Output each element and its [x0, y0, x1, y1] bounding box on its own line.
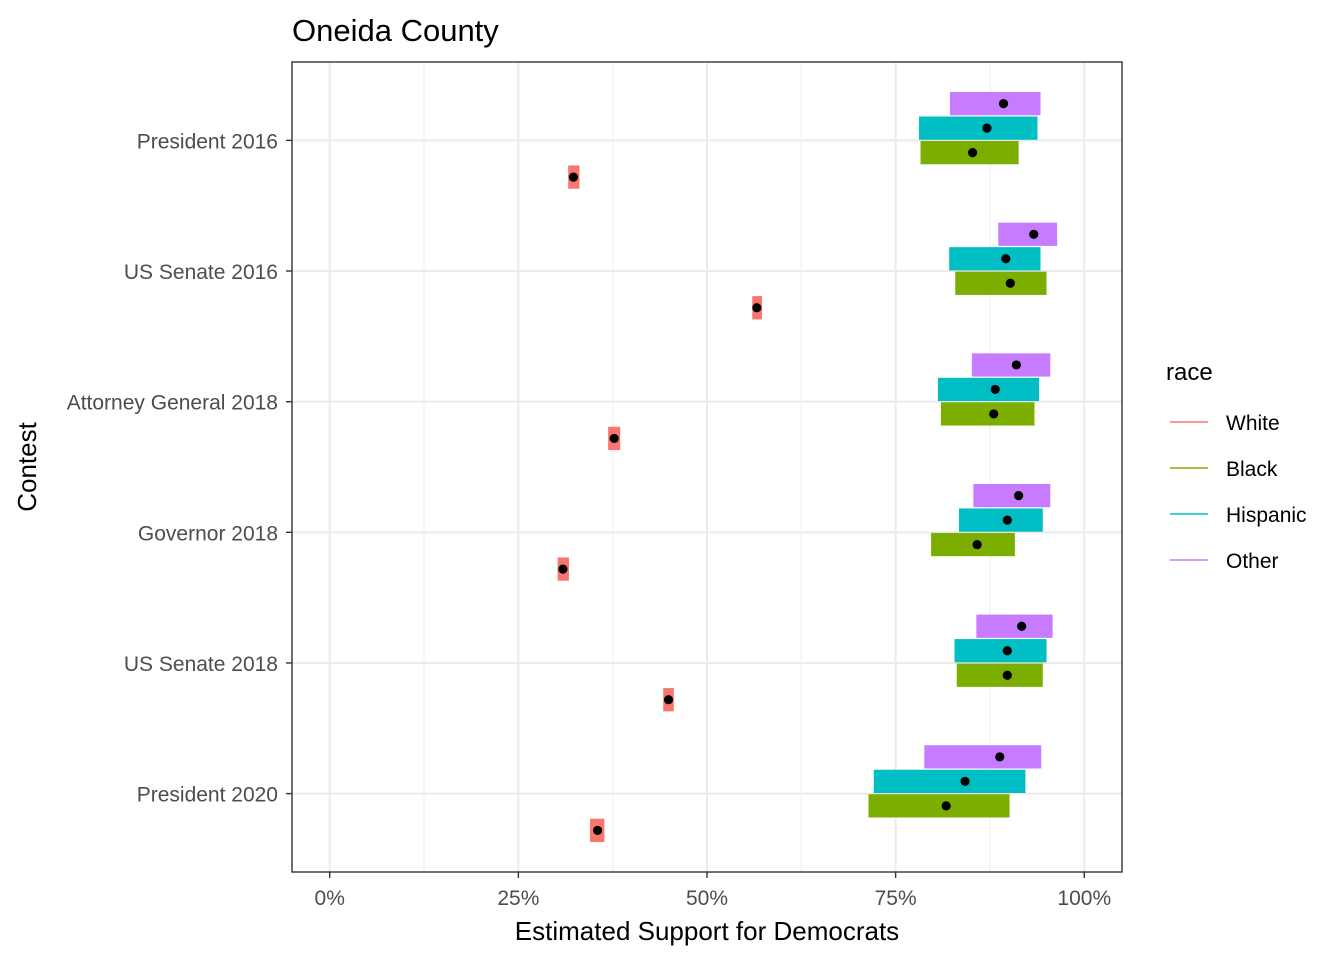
interval-bar — [949, 92, 1041, 116]
interval-bar — [873, 769, 1026, 794]
chart-title: Oneida County — [292, 13, 499, 48]
estimate-point — [998, 99, 1009, 109]
legend: race White Black Hispanic Other — [1166, 359, 1307, 573]
interval-bar — [924, 745, 1042, 769]
legend-label: Hispanic — [1226, 504, 1307, 527]
legend-items: White Black Hispanic Other — [1170, 412, 1307, 573]
estimate-point — [1002, 646, 1012, 656]
estimate-point — [1017, 621, 1027, 631]
estimate-point — [1002, 670, 1012, 680]
legend-label: Black — [1226, 458, 1278, 481]
estimate-point — [1014, 490, 1024, 501]
legend-title: race — [1166, 359, 1213, 386]
estimate-points — [558, 99, 1039, 835]
interval-bar — [973, 483, 1051, 508]
y-axis-title: Contest — [12, 421, 42, 511]
estimate-point — [960, 776, 970, 786]
interval-bar — [956, 663, 1043, 687]
estimate-point — [1005, 278, 1015, 288]
interval-bar — [998, 222, 1058, 246]
estimate-point — [592, 825, 603, 835]
estimate-point — [609, 433, 619, 444]
y-tick-label: US Senate 2018 — [124, 653, 278, 676]
estimate-point — [990, 384, 1000, 395]
x-tick-label: 50% — [686, 887, 728, 910]
interval-bar — [976, 614, 1053, 638]
estimate-point — [995, 752, 1005, 762]
estimate-point — [989, 409, 999, 419]
interval-bar — [868, 794, 1010, 818]
axis-ticks — [286, 139, 1085, 878]
x-tick-label: 100% — [1057, 887, 1111, 910]
y-tick-label: President 2016 — [137, 130, 278, 153]
y-tick-label: President 2020 — [137, 784, 278, 807]
y-tick-label: Governor 2018 — [138, 522, 278, 545]
x-axis-tick-labels: 0% 25% 50% 75% 100% — [315, 887, 1112, 910]
estimate-point — [972, 539, 982, 550]
estimate-point — [968, 148, 978, 158]
estimate-point — [1011, 360, 1021, 370]
interval-bar — [940, 402, 1035, 426]
x-axis-title: Estimated Support for Democrats — [515, 916, 899, 946]
estimate-point — [1001, 254, 1011, 264]
estimate-point — [663, 695, 674, 705]
estimate-point — [568, 172, 579, 182]
interval-bar — [949, 247, 1041, 271]
legend-label: White — [1226, 412, 1280, 435]
x-tick-label: 25% — [497, 887, 539, 910]
estimate-point — [982, 123, 992, 133]
y-tick-label: US Senate 2016 — [124, 261, 278, 284]
interval-bars — [557, 92, 1058, 842]
estimate-point — [558, 564, 568, 574]
x-tick-label: 0% — [315, 887, 345, 910]
interval-bar — [919, 116, 1038, 140]
estimate-point — [752, 303, 762, 313]
interval-bar — [955, 271, 1047, 295]
estimate-point — [941, 801, 951, 811]
interval-bar — [971, 353, 1051, 377]
estimate-point — [1029, 229, 1039, 239]
y-tick-label: Attorney General 2018 — [67, 392, 278, 415]
y-axis-tick-labels: President 2016 US Senate 2016 Attorney Gen… — [67, 130, 278, 806]
estimate-point — [1002, 515, 1012, 525]
interval-bar — [959, 508, 1043, 532]
x-tick-label: 75% — [875, 887, 917, 910]
gridlines — [292, 62, 1122, 872]
interval-bar — [937, 377, 1039, 402]
legend-label: Other — [1226, 550, 1279, 573]
interval-bar — [954, 639, 1047, 663]
